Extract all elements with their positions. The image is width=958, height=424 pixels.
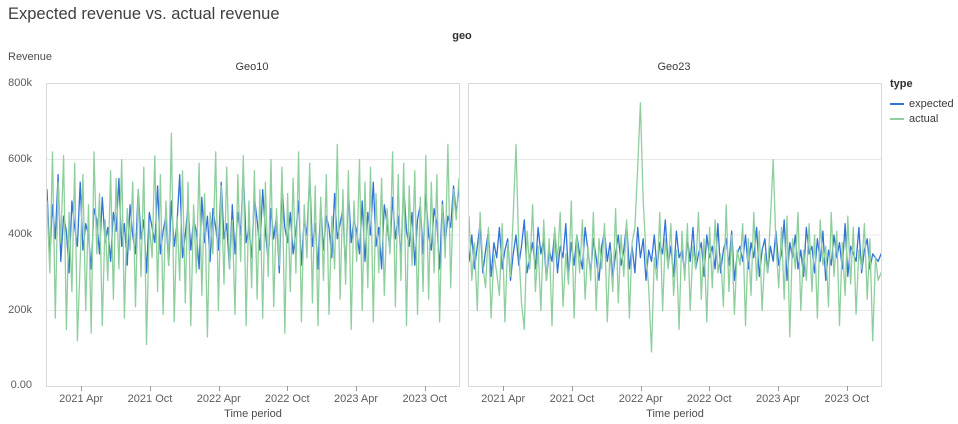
x-axis-title: Time period: [646, 408, 704, 420]
x-tick-mark: [356, 386, 357, 391]
x-tick-label: 2022 Oct: [686, 393, 732, 405]
y-axis-tick-labels: 800k 600k 400k 200k 0.00: [0, 77, 40, 391]
y-tick-label: 800k: [8, 77, 32, 89]
x-tick-label: 2023 Apr: [755, 393, 801, 405]
x-tick-label: 2022 Apr: [618, 393, 663, 405]
legend-title: type: [890, 78, 913, 90]
legend-item-actual: actual: [890, 111, 958, 126]
legend-item-expected: expected: [890, 96, 958, 111]
plot-panel-geo10: 2021 Apr 2021 Oct 2022 Apr 2022 Oct 2023…: [46, 83, 460, 420]
y-tick-label: 200k: [8, 303, 32, 316]
x-axis-title: Time period: [224, 408, 282, 420]
facet-title-geo10: Geo10: [235, 61, 269, 73]
x-tick-label: 2021 Apr: [59, 393, 104, 405]
x-tick-mark: [503, 386, 505, 391]
x-tick-label: 2023 Apr: [333, 393, 379, 405]
legend-label: actual: [909, 112, 939, 125]
x-tick-marks: [469, 386, 881, 392]
x-tick-label: 2021 Oct: [127, 393, 173, 405]
y-axis-title: Revenue: [8, 51, 53, 63]
x-tick-mark: [572, 386, 573, 391]
x-tick-mark: [424, 386, 426, 391]
x-tick-label: 2022 Oct: [264, 393, 310, 405]
x-tick-mark: [150, 386, 151, 391]
x-tick-label: 2022 Apr: [196, 393, 241, 405]
legend: type expected actual: [890, 78, 958, 126]
x-tick-mark: [709, 386, 711, 391]
y-tick-label: 600k: [8, 152, 32, 165]
x-tick-label: 2023 Oct: [824, 393, 870, 405]
x-tick-label: 2023 Oct: [402, 393, 448, 405]
y-tick-label: 0.00: [10, 379, 32, 391]
line-chart-svg: [47, 132, 459, 346]
x-tick-mark: [778, 386, 779, 391]
page-title: Expected revenue vs. actual revenue: [8, 5, 280, 23]
x-axis-tick-labels: 2021 Apr 2021 Oct 2022 Apr 2022 Oct 2023…: [469, 393, 881, 406]
x-tick-marks: [47, 386, 459, 392]
x-tick-label: 2021 Apr: [481, 393, 526, 405]
facet-field-label: geo: [452, 30, 472, 42]
x-tick-mark: [218, 386, 220, 391]
x-tick-mark: [287, 386, 289, 391]
line-chart-svg: [469, 102, 881, 353]
x-tick-label: 2021 Oct: [549, 393, 595, 405]
x-tick-mark: [81, 386, 83, 391]
plot-panel-geo23: 2021 Apr 2021 Oct 2022 Apr 2022 Oct 2023…: [468, 83, 882, 420]
x-tick-mark: [640, 386, 642, 391]
actual-line-swatch: [890, 117, 904, 120]
legend-label: expected: [909, 97, 954, 110]
expected-line-swatch: [890, 102, 904, 105]
x-tick-mark: [846, 386, 848, 391]
y-tick-label: 400k: [8, 228, 32, 240]
x-axis-tick-labels: 2021 Apr 2021 Oct 2022 Apr 2022 Oct 2023…: [47, 393, 459, 406]
facet-title-geo23: Geo23: [657, 61, 691, 73]
